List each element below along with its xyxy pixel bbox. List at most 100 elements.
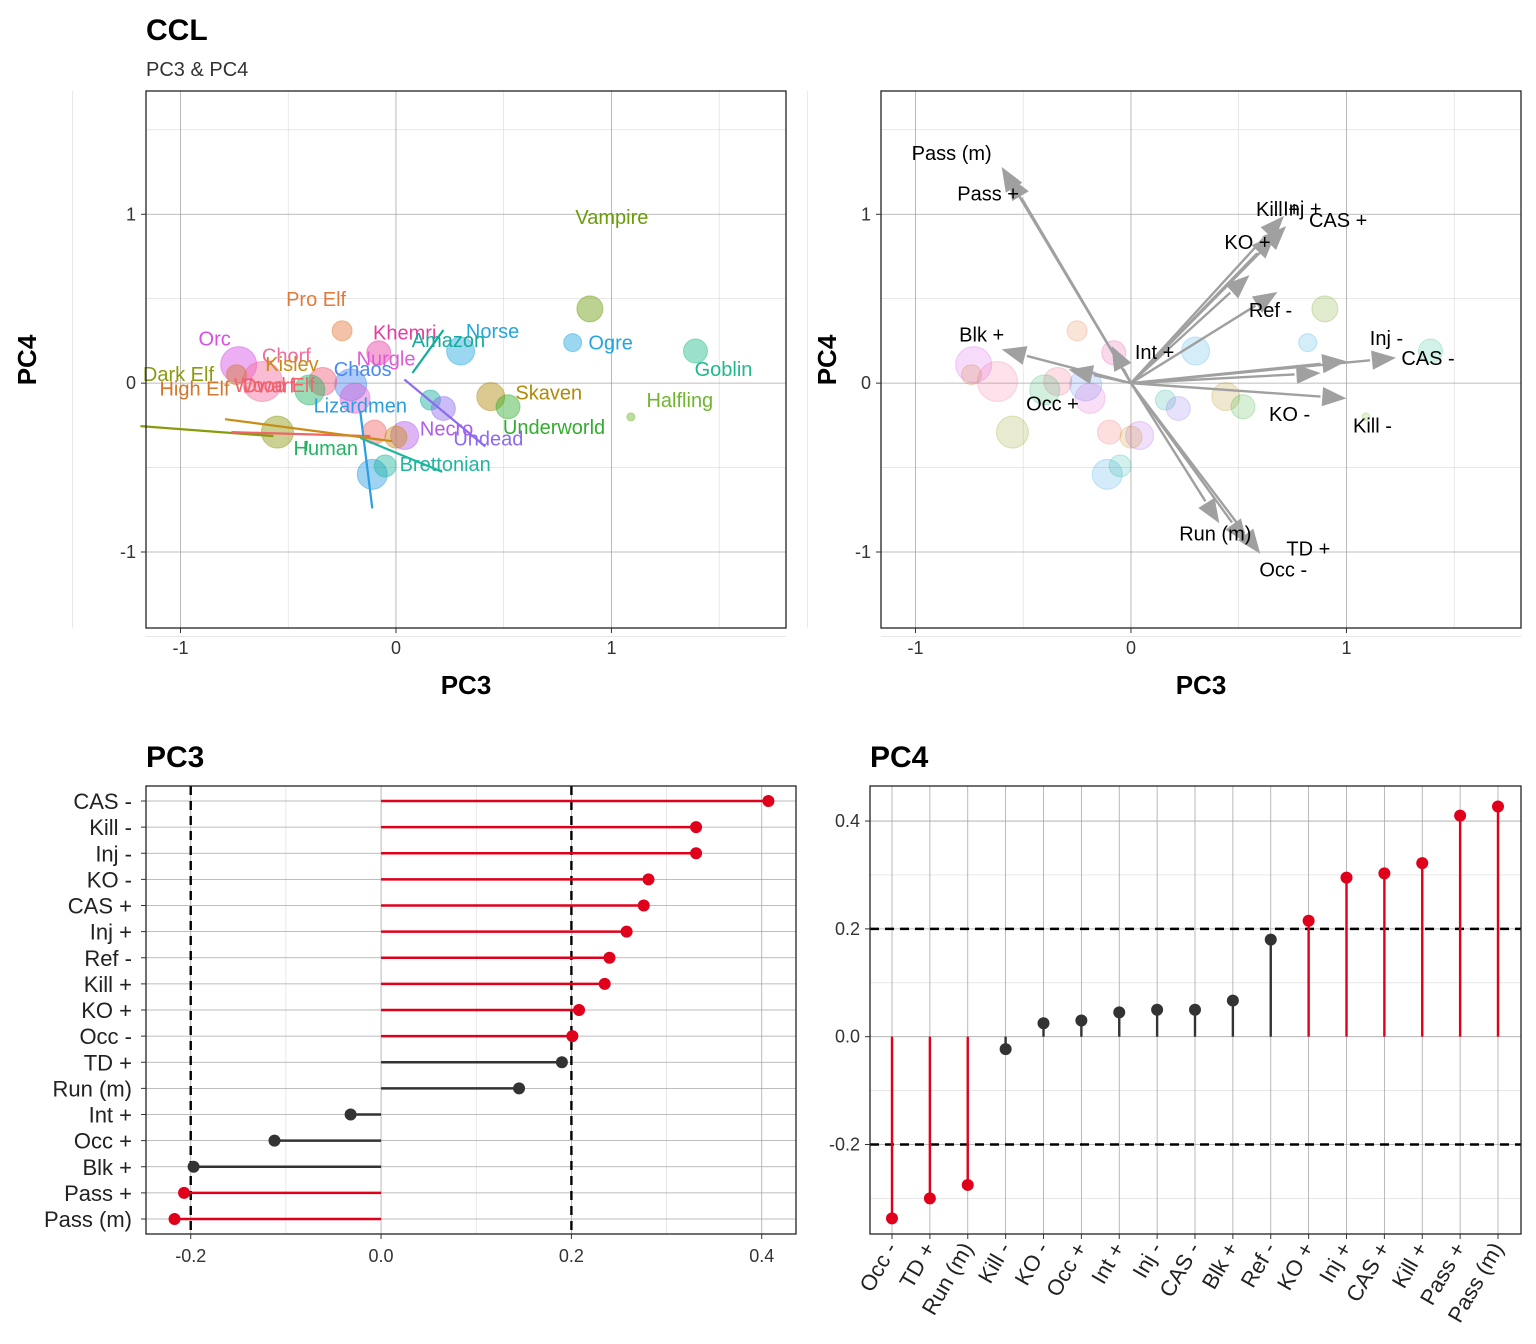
figure-title: CCL xyxy=(146,14,208,47)
arrow-head-ko xyxy=(1295,364,1321,384)
point-orc xyxy=(220,346,258,384)
y-tick-label: Occ - xyxy=(79,1024,132,1049)
figure-subtitle: PC3 & PC4 xyxy=(146,59,248,81)
faded-point-dwarf xyxy=(1043,366,1073,396)
faded-point-ogre xyxy=(1298,333,1318,353)
arrow-shaft-ko xyxy=(1130,291,1232,385)
arrow-shaft-inj xyxy=(1130,252,1259,384)
label-chorf: Chorf xyxy=(262,345,311,367)
arrow-head-ref xyxy=(1251,291,1278,313)
arrow-label-inj: Inj - xyxy=(1370,328,1403,350)
arrow-label-run-m: Run (m) xyxy=(1179,523,1251,545)
y-tick-label: Ref - xyxy=(84,946,132,971)
arrow-head-run-m xyxy=(1198,497,1220,524)
arrow-head-occ xyxy=(1237,528,1261,554)
label-halfling: Halfling xyxy=(646,390,713,412)
biplot-marks: Pass (m) Pass + Kill + CAS +Inj + KO + Ref - I… xyxy=(912,143,1455,582)
arrow-label-ref: Ref - xyxy=(1249,300,1292,322)
dot-cas xyxy=(637,899,650,912)
scatter-grid xyxy=(72,91,786,637)
faded-point-undead xyxy=(1165,395,1191,421)
point-norse xyxy=(446,336,476,366)
label-pro-elf: Pro Elf xyxy=(286,289,346,311)
arrow-head-ko xyxy=(1225,275,1250,299)
y-tick-label: -1 xyxy=(855,542,871,562)
pc3-panel-title: PC3 xyxy=(146,741,204,774)
x-tick-label: Blk + xyxy=(1197,1238,1243,1293)
faded-point-human xyxy=(1029,374,1061,406)
dot-blk xyxy=(187,1160,200,1173)
x-tick-label: 0.4 xyxy=(749,1246,774,1266)
y-tick-label: TD + xyxy=(84,1050,132,1075)
arrow-label-occ: Occ - xyxy=(1259,560,1307,582)
dot-ko xyxy=(1037,1017,1050,1030)
point-vampire xyxy=(576,295,604,323)
leader-line-kislev xyxy=(224,418,393,443)
arrow-label-pass-m: Pass (m) xyxy=(912,143,992,165)
dot-run-m xyxy=(513,1082,526,1095)
x-tick-label: 1 xyxy=(606,638,616,658)
arrow-head-cas xyxy=(1262,226,1287,251)
arrow-label-blk: Blk + xyxy=(959,324,1004,346)
point-halfling xyxy=(626,412,636,422)
dot-inj xyxy=(1340,871,1353,884)
point-necro xyxy=(390,420,420,450)
point-underworld xyxy=(495,394,521,420)
x-tick-label: 0.0 xyxy=(369,1246,394,1266)
arrow-label-cas: CAS + xyxy=(1309,210,1367,232)
label-dark-elf: Dark Elf xyxy=(143,364,215,386)
dot-blk xyxy=(1226,994,1239,1007)
arrow-head-pass xyxy=(1008,175,1029,202)
pc4-marks xyxy=(870,800,1521,1225)
scatter-frame xyxy=(145,90,787,629)
arrow-shaft-run-m xyxy=(1129,382,1207,502)
point-ogre xyxy=(563,333,583,353)
y-tick-label: Occ + xyxy=(74,1129,132,1154)
label-khemri: Khemri xyxy=(373,323,436,345)
x-tick-label: 0 xyxy=(391,638,401,658)
arrow-shaft-occ xyxy=(1093,373,1132,385)
point-nurgle xyxy=(339,382,371,414)
label-chaos: Chaos xyxy=(334,359,392,381)
label-orc: Orc xyxy=(199,329,231,351)
y-tick-label: Int + xyxy=(89,1103,132,1128)
label-brettonian: Brettonian xyxy=(400,454,491,476)
y-tick-label: Pass + xyxy=(64,1181,132,1206)
label-underworld: Underworld xyxy=(503,417,605,439)
y-tick-label: KO - xyxy=(87,867,132,892)
point-chaos xyxy=(334,368,368,402)
leader-line-dark-elf xyxy=(140,425,274,438)
x-tick-label: 0 xyxy=(1126,638,1136,658)
faded-point-norse xyxy=(1181,336,1211,366)
dot-pass xyxy=(178,1186,191,1199)
dot-kill xyxy=(598,977,611,990)
arrow-label-occ: Occ + xyxy=(1026,394,1079,416)
point-dwarf xyxy=(308,366,338,396)
faded-point-orc xyxy=(955,346,993,384)
label-goblin: Goblin xyxy=(695,359,753,381)
y-tick-label: 0.0 xyxy=(835,1027,860,1047)
faded-point-brettonian xyxy=(1108,454,1132,478)
leader-line-undead xyxy=(403,378,487,448)
point-skaven xyxy=(476,382,506,412)
arrow-label-ko: KO + xyxy=(1224,232,1270,254)
arrow-shaft-ko xyxy=(1130,373,1295,385)
arrow-shaft-int xyxy=(1122,368,1133,384)
y-tick-label: 0.4 xyxy=(835,811,860,831)
leader-line-human xyxy=(304,440,308,452)
x-tick-label: Int + xyxy=(1086,1238,1129,1288)
arrow-label-kill: Kill - xyxy=(1353,415,1392,437)
faded-point-dark-elf xyxy=(995,415,1029,449)
faded-point-high-elf xyxy=(961,364,983,386)
biplot-panel: Pass (m) Pass + Kill + CAS +Inj + KO + Ref - I… xyxy=(807,90,1522,700)
point-undead xyxy=(430,395,456,421)
arrow-label-inj: Inj + xyxy=(1283,199,1321,221)
arrow-shaft-cas xyxy=(1130,359,1371,385)
faded-point-vampire xyxy=(1311,295,1339,323)
leader-line-brettonian xyxy=(359,436,443,473)
label-dwarf: Dwarf xyxy=(243,375,296,397)
arrow-shaft-ref xyxy=(1130,304,1257,385)
arrow-head-inj xyxy=(1251,234,1276,259)
arrow-head-int xyxy=(1111,345,1132,372)
